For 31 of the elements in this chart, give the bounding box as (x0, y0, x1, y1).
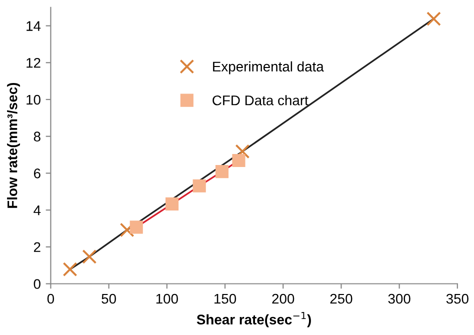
y-tick-label: 0 (34, 279, 40, 289)
x-axis-title: Shear rate(sec$^{−1}$) (196, 312, 311, 328)
point (120, 222, 134, 238)
y-tick-label: 14 (26, 21, 41, 31)
x-tick-label: 250 (330, 294, 352, 304)
point (215, 165, 229, 178)
legend-label: CFD Data chart (212, 95, 308, 106)
x-tick-label: 150 (214, 294, 236, 304)
point (62, 262, 78, 277)
point (82, 249, 97, 264)
point (232, 154, 246, 168)
y-axis-title: Flow rate(mm³/sec) (7, 82, 20, 208)
point (235, 144, 250, 159)
y-tick-label: 6 (34, 168, 40, 178)
point (426, 12, 441, 26)
y-tick-label: 8 (34, 132, 40, 142)
y-tick-label: 2 (34, 242, 40, 252)
y-tick-label: 12 (26, 58, 40, 68)
x-tick-label: 0 (47, 294, 54, 304)
x-tick-label: 200 (272, 294, 294, 304)
x-tick-label: 100 (156, 294, 178, 304)
x-tick-label: 350 (446, 294, 468, 304)
y-tick-label: 10 (26, 94, 40, 105)
line-series (69, 18, 435, 270)
y-tick-label: 4 (34, 206, 41, 216)
point (130, 220, 143, 234)
x-tick-label: 50 (102, 294, 116, 304)
point (165, 197, 179, 210)
x-tick-label: 300 (388, 294, 410, 304)
legend-label: Experimental data (213, 61, 324, 74)
point (192, 179, 206, 192)
